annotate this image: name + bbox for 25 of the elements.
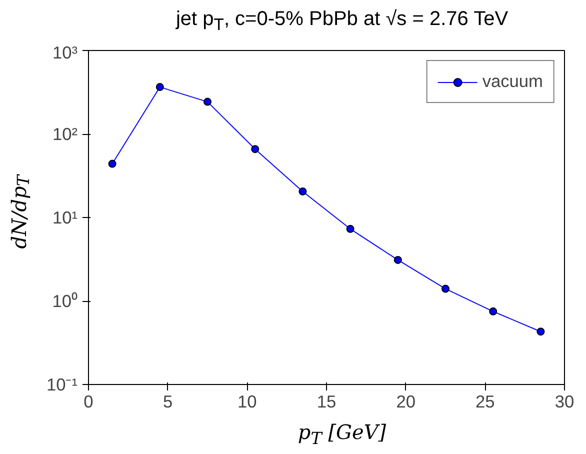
y-tick-label: 10³: [52, 42, 78, 62]
point: [156, 83, 164, 92]
point: [108, 160, 116, 168]
x-tick-label: 5: [163, 392, 173, 412]
legend-label: vacuum: [482, 71, 543, 92]
point: [442, 284, 450, 293]
x-tick-label: 30: [554, 392, 574, 412]
point: [346, 224, 354, 233]
y-tick-label: 10⁻¹: [46, 374, 78, 394]
y-tick-label: 10¹: [52, 208, 78, 228]
x-axis-title: p$_{T}$ [GeV]: [298, 418, 386, 450]
x-tick-label: 20: [396, 392, 416, 412]
point: [298, 187, 307, 196]
y-tick-label: 10⁰: [52, 291, 78, 311]
point: [394, 256, 402, 264]
chart-title: jet p$_{T}$, c=0-5% PbPb at √s = 2.76 TeV: [176, 7, 508, 36]
x-tick-label: 15: [316, 392, 336, 412]
point: [251, 145, 260, 154]
y-tick-label: 10²: [52, 124, 78, 144]
x-tick-label: 10: [238, 392, 257, 412]
point: [536, 328, 545, 336]
point: [204, 98, 212, 106]
x-tick-label: 0: [84, 392, 94, 412]
x-tick-label: 25: [476, 392, 495, 412]
point: [489, 307, 498, 316]
